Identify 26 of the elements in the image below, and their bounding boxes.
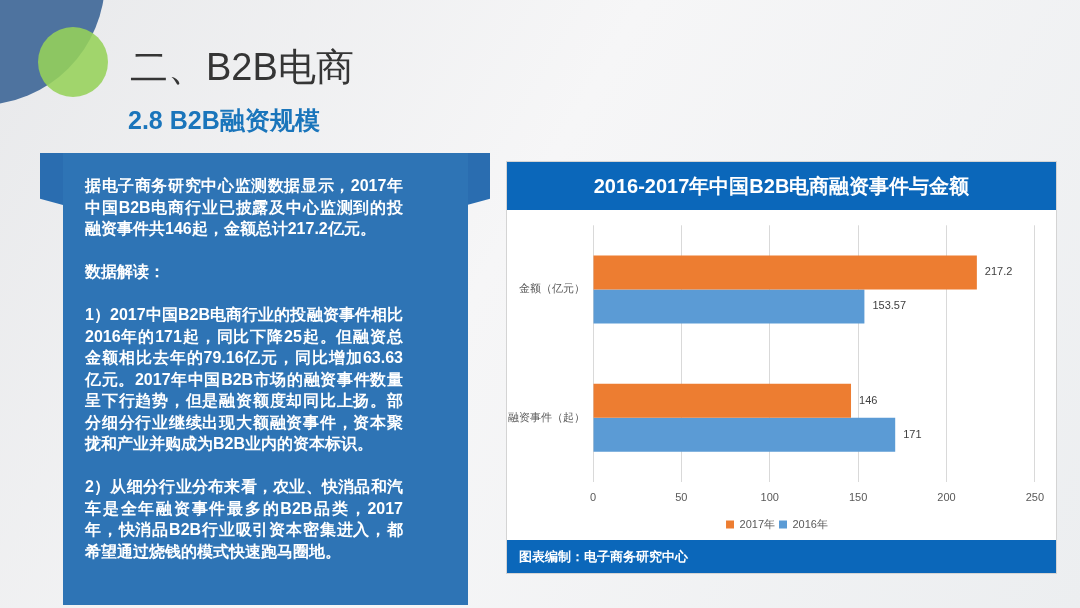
text: 1）2017中国B2B电商行业的投融资事件相比2016年的171起，同比下降25起。但融资总金额相比去年的79.16亿元，同比增加63.63亿元。2017年中国B2B市场的融资事件数量呈下行趋势，但是融资额度却同比上扬。部分细分行业继续出现大额融资事件，资本聚拢和产业并购成为B2B业内的资本标识。 <box>85 305 403 454</box>
bar <box>593 255 977 290</box>
bar <box>593 383 852 418</box>
data-label: 171 <box>903 427 922 440</box>
text: 数据解读： <box>85 262 166 282</box>
chart-title: 2016-2017年中国B2B电商融资事件与金额 <box>507 162 1056 210</box>
bar <box>593 417 896 452</box>
text: 图表编制：电子商务研究中心 <box>519 548 688 566</box>
y-tick-label: 金额（亿元） <box>519 282 585 295</box>
bar <box>593 289 865 324</box>
x-tick-label: 250 <box>1025 491 1044 504</box>
data-label: 153.57 <box>872 299 907 312</box>
x-tick-label: 150 <box>848 491 868 504</box>
data-label: 146 <box>859 393 878 406</box>
x-tick-label: 100 <box>760 491 779 504</box>
data-label: 217.2 <box>984 265 1013 278</box>
text: 2）从细分行业分布来看，农业、快消品和汽车是全年融资事件最多的B2B品类，2017年，快消品B2B行业吸引资本密集进入，都希望通过烧钱的模式快速跑马圈地。 <box>85 477 403 562</box>
legend-label: 2016年 <box>792 517 828 530</box>
text: 据电子商务研究中心监测数据显示，2017年中国B2B电商行业已披露及中心监测到的投融资事件共146起，金额总计217.2亿元。 <box>85 176 403 239</box>
x-tick-label: 0 <box>589 491 597 504</box>
x-tick-label: 200 <box>937 491 956 504</box>
x-tick-label: 50 <box>675 491 688 504</box>
legend-label: 2017年 <box>739 517 776 530</box>
text: 二、B2B电商 <box>130 45 354 90</box>
y-tick-label: 融资事件（起） <box>508 410 585 423</box>
text: 2.8 B2B融资规模 <box>128 105 320 136</box>
